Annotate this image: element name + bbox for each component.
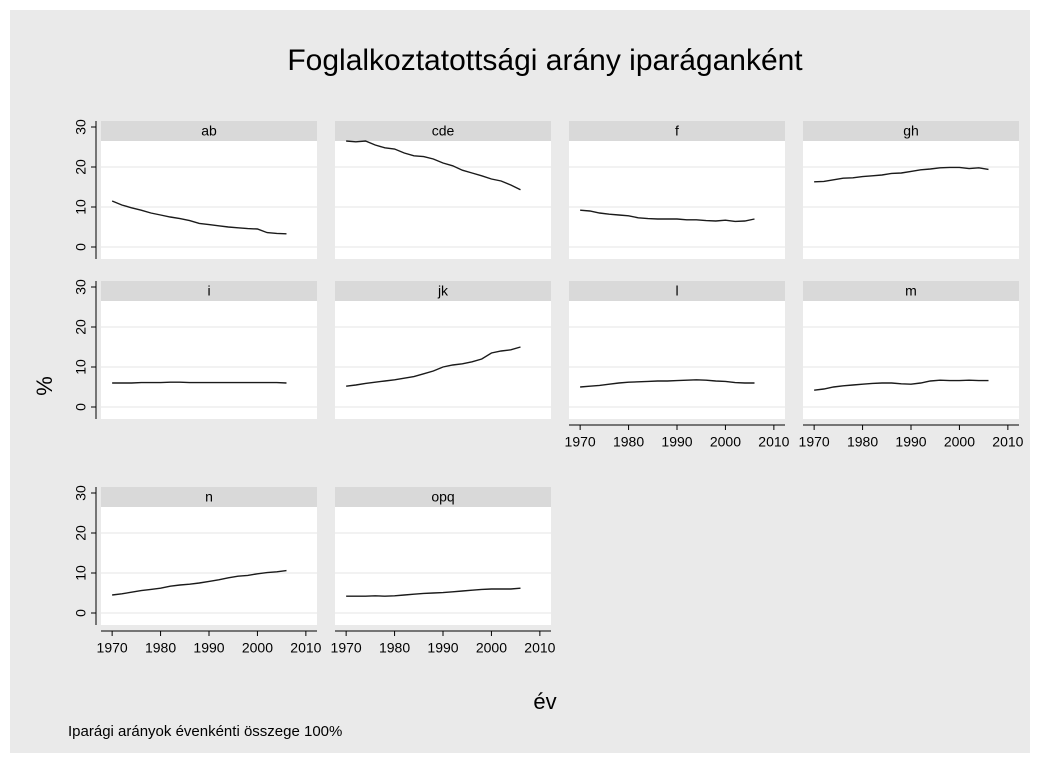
x-tick-label: 1970 [97,640,128,656]
series-line [346,346,521,387]
plot-area [101,487,317,625]
y-tick-label: 20 [73,159,89,175]
panel-header [803,281,1019,301]
y-tick-label: 10 [73,199,89,215]
x-tick-label: 1980 [379,640,410,656]
x-tick-label: 1980 [613,434,644,450]
x-tick-label: 1990 [661,434,692,450]
y-tick-label: 0 [73,609,89,617]
plot-area [803,281,1019,419]
x-tick-label: 1980 [847,434,878,450]
panel-title: jk [437,283,449,299]
panel-header [335,281,551,301]
y-tick-label: 10 [73,359,89,375]
y-tick-label: 30 [73,119,89,135]
plot-area [569,121,785,259]
series-line [814,166,989,183]
panel-title: ab [201,123,217,139]
panel-header [101,121,317,141]
series-line [346,587,521,597]
chart-title: Foglalkoztatottsági arány iparáganként [287,44,803,77]
x-tick-label: 2010 [992,434,1023,450]
panel-title: cde [432,123,455,139]
panel-title: l [675,283,678,299]
x-tick-label: 2000 [710,434,741,450]
note: Iparági arányok évenkénti összege 100% [68,723,342,740]
panel-header [569,281,785,301]
x-tick-label: 1990 [427,640,458,656]
panel-header [335,487,551,507]
panel-header [335,121,551,141]
series-line [112,381,287,384]
y-tick-label: 0 [73,243,89,251]
series-line [346,140,521,191]
y-tick-label: 30 [73,279,89,295]
plot-area [335,487,551,625]
series-line [580,209,755,223]
x-tick-label: 2010 [758,434,789,450]
panel-title: m [905,283,917,299]
panel-header [101,487,317,507]
y-tick-label: 0 [73,403,89,411]
y-tick-label: 30 [73,485,89,501]
series-line [111,200,287,235]
panel-title: i [207,283,210,299]
panel-title: f [675,123,679,139]
x-tick-label: 2000 [476,640,507,656]
plot-area [803,121,1019,259]
x-tick-label: 2000 [944,434,975,450]
x-tick-label: 2010 [290,640,321,656]
panel-title: gh [903,123,919,139]
plot-area [569,281,785,419]
x-tick-label: 1970 [799,434,830,450]
plot-area [335,281,551,419]
y-axis-label: % [32,376,57,396]
y-tick-label: 10 [73,565,89,581]
x-tick-label: 1990 [193,640,224,656]
x-axis-label: év [533,689,556,714]
series-line [112,569,287,596]
x-tick-label: 1990 [895,434,926,450]
x-tick-label: 1970 [331,640,362,656]
x-tick-label: 2010 [524,640,555,656]
y-tick-label: 20 [73,319,89,335]
x-tick-label: 2000 [242,640,273,656]
series-line [580,379,755,388]
plot-area [101,281,317,419]
panel-header [569,121,785,141]
x-tick-label: 1970 [565,434,596,450]
panel-title: opq [431,489,454,505]
panel-header [101,281,317,301]
panel-header [803,121,1019,141]
y-tick-label: 20 [73,525,89,541]
plot-area [101,121,317,259]
series-line [814,379,989,391]
panel-title: n [205,489,213,505]
x-tick-label: 1980 [145,640,176,656]
